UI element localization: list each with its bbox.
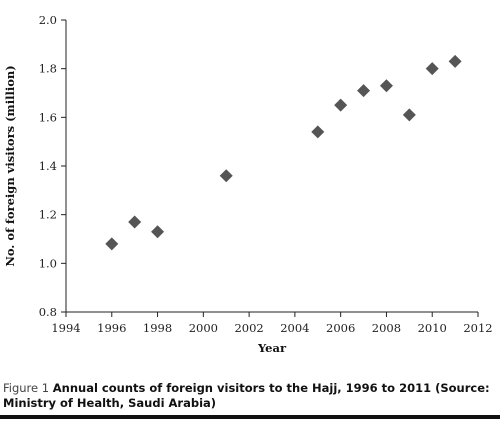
x-tick-label: 1998 bbox=[143, 321, 172, 335]
x-axis-label: Year bbox=[257, 341, 287, 355]
data-point bbox=[128, 215, 142, 229]
data-point bbox=[357, 84, 371, 98]
axes bbox=[65, 20, 478, 313]
y-tick-label: 1.6 bbox=[39, 110, 57, 124]
y-tick-label: 1.2 bbox=[39, 208, 57, 222]
x-tick-label: 2002 bbox=[234, 321, 263, 335]
y-axis-label: No. of foreign visitors (million) bbox=[3, 65, 17, 266]
x-tick-label: 2000 bbox=[189, 321, 218, 335]
x-tick-label: 2010 bbox=[418, 321, 447, 335]
data-point bbox=[448, 54, 462, 68]
caption-text: Annual counts of foreign visitors to the… bbox=[3, 381, 490, 410]
caption-label: Figure 1 bbox=[3, 381, 50, 395]
y-axis-ticks: 0.8 1.0 1.2 1.4 1.6 1.8 2.0 bbox=[39, 13, 66, 319]
x-tick-label: 2004 bbox=[280, 321, 309, 335]
y-tick-label: 0.8 bbox=[39, 305, 57, 319]
x-tick-label: 1996 bbox=[97, 321, 126, 335]
x-tick-label: 1994 bbox=[51, 321, 80, 335]
data-point bbox=[334, 98, 348, 112]
data-point bbox=[402, 108, 416, 122]
figure-caption: Figure 1 Annual counts of foreign visito… bbox=[3, 381, 493, 411]
data-point bbox=[379, 79, 393, 93]
y-tick-label: 1.4 bbox=[39, 159, 57, 173]
data-point bbox=[425, 62, 439, 76]
y-tick-label: 1.0 bbox=[39, 256, 57, 270]
x-tick-label: 2008 bbox=[372, 321, 401, 335]
bottom-rule bbox=[0, 415, 500, 419]
data-points bbox=[105, 54, 462, 251]
x-axis-ticks: 1994 1996 1998 2000 2002 2004 2006 2008 2010 2012 bbox=[51, 312, 493, 335]
data-point bbox=[105, 237, 119, 251]
data-point bbox=[311, 125, 325, 139]
y-tick-label: 1.8 bbox=[39, 62, 57, 76]
y-tick-label: 2.0 bbox=[39, 13, 57, 27]
x-tick-label: 2006 bbox=[326, 321, 355, 335]
data-point bbox=[219, 169, 233, 183]
data-point bbox=[151, 225, 165, 239]
scatter-chart: 1994 1996 1998 2000 2002 2004 2006 2008 2010 2012… bbox=[3, 13, 493, 355]
x-tick-label: 2012 bbox=[463, 321, 492, 335]
